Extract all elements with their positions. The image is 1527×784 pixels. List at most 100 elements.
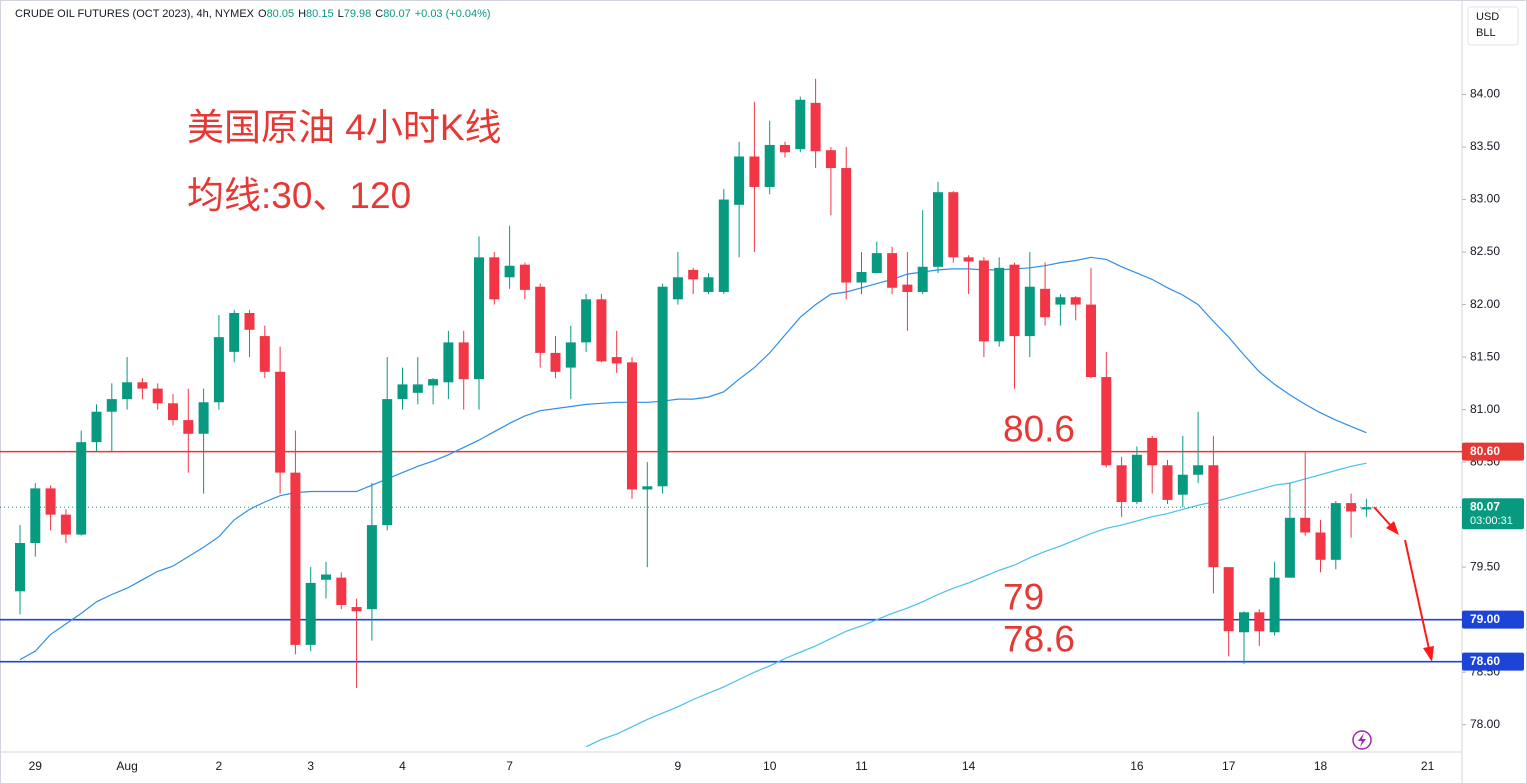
ohlc-label: O xyxy=(258,8,267,20)
candle-body xyxy=(1208,465,1219,568)
candle-body xyxy=(1284,517,1295,578)
candle-body xyxy=(106,399,117,412)
candle-body xyxy=(978,260,989,342)
candle-body xyxy=(1193,465,1204,475)
candle-body xyxy=(672,277,683,300)
ohlc-value: 80.07 xyxy=(383,8,411,20)
candle-body xyxy=(412,384,423,393)
candle-body xyxy=(1254,612,1265,632)
candle-body xyxy=(489,257,500,300)
ohlc-label: H xyxy=(298,8,306,20)
level-label: 80.60 xyxy=(1470,444,1500,458)
candle-body xyxy=(1101,377,1112,466)
axes: 78.0078.5079.5080.5081.0081.5082.0082.50… xyxy=(29,87,1524,773)
candle-body xyxy=(168,403,178,421)
candle-body xyxy=(856,272,867,283)
candle-body xyxy=(780,144,790,153)
candle-body xyxy=(1055,297,1066,305)
header: CRUDE OIL FUTURES (OCT 2023), 4h, NYMEX O… xyxy=(15,8,491,20)
candle-body xyxy=(504,265,515,278)
candle-body xyxy=(244,312,255,330)
candle-body xyxy=(60,514,71,535)
icon-bolt[interactable] xyxy=(1358,733,1366,747)
candle-body xyxy=(917,266,928,292)
arrow-line xyxy=(1404,539,1430,650)
candle-body xyxy=(305,582,316,645)
x-tick-label: 9 xyxy=(675,759,682,773)
candle-body xyxy=(366,525,377,610)
candle-body xyxy=(565,342,576,368)
candle-body xyxy=(290,472,301,645)
candle-body xyxy=(1024,286,1035,337)
unit: BLL xyxy=(1476,27,1496,39)
candle-body xyxy=(596,299,607,362)
candle-body xyxy=(1300,517,1311,533)
candle-body xyxy=(611,357,622,364)
candle-body xyxy=(428,379,439,386)
currency-box[interactable] xyxy=(1467,6,1519,46)
candle-body xyxy=(122,382,133,400)
chart-title: 美国原油 4小时K线 xyxy=(187,107,502,148)
candle-body xyxy=(657,286,668,487)
y-tick-label: 84.00 xyxy=(1470,87,1500,101)
x-tick-label: 21 xyxy=(1421,759,1435,773)
arrow-head xyxy=(1423,646,1434,662)
candle-body xyxy=(458,342,469,380)
candle-body xyxy=(718,199,729,292)
candle-body xyxy=(688,269,699,280)
candle-body xyxy=(1147,437,1158,466)
candle-body xyxy=(1315,532,1326,560)
candle-body xyxy=(397,384,408,400)
candle-body xyxy=(1040,288,1051,318)
level-label: 79.00 xyxy=(1470,612,1500,626)
candle-body xyxy=(1086,304,1096,378)
last-price-badge xyxy=(1462,498,1524,530)
candle-body xyxy=(703,277,714,292)
candle-body xyxy=(963,257,974,262)
candle-body xyxy=(1131,454,1142,503)
candle-body xyxy=(627,362,637,490)
change: +0.03 (+0.04%) xyxy=(415,8,491,20)
x-tick-label: 10 xyxy=(763,759,777,773)
candle-body xyxy=(887,253,898,288)
candle-body xyxy=(137,382,148,389)
moving-average xyxy=(19,256,1367,661)
alert-icon[interactable] xyxy=(1352,730,1372,750)
last-price-label: 80.07 xyxy=(1470,499,1500,513)
ohlc-label: L xyxy=(338,8,344,20)
y-tick-label: 78.00 xyxy=(1470,717,1500,731)
candle-body xyxy=(1361,507,1372,510)
level-annotation: 80.6 xyxy=(1003,409,1075,450)
candle-body xyxy=(581,299,592,343)
y-tick-label: 83.50 xyxy=(1470,139,1500,153)
level-badge xyxy=(1462,442,1524,461)
x-tick-label: 16 xyxy=(1130,759,1144,773)
candle-body xyxy=(810,102,821,152)
candle-body xyxy=(351,607,362,612)
x-tick-label: 3 xyxy=(307,759,314,773)
y-tick-label: 83.00 xyxy=(1470,192,1500,206)
candle-body xyxy=(1269,577,1280,633)
candle-body xyxy=(474,257,484,380)
candle-body xyxy=(1070,297,1081,305)
x-tick-label: 7 xyxy=(506,759,513,773)
level-badge xyxy=(1462,610,1524,629)
x-tick-label: 29 xyxy=(29,759,43,773)
candle-body xyxy=(152,388,163,404)
candle-body xyxy=(1009,264,1020,337)
candle-body xyxy=(76,442,87,535)
ohlc-value: 79.98 xyxy=(344,8,372,20)
ohlc-value: 80.05 xyxy=(267,8,295,20)
candle-body xyxy=(275,371,286,473)
candle-body xyxy=(550,352,561,372)
x-tick-label: 17 xyxy=(1222,759,1236,773)
candle-body xyxy=(1239,612,1249,633)
candle-body xyxy=(535,286,546,353)
candle-body xyxy=(1162,465,1173,500)
candle-body xyxy=(443,342,454,383)
y-tick-label: 82.50 xyxy=(1470,244,1500,258)
ohlc-value: 80.15 xyxy=(306,8,334,20)
candle-body xyxy=(1223,567,1234,632)
